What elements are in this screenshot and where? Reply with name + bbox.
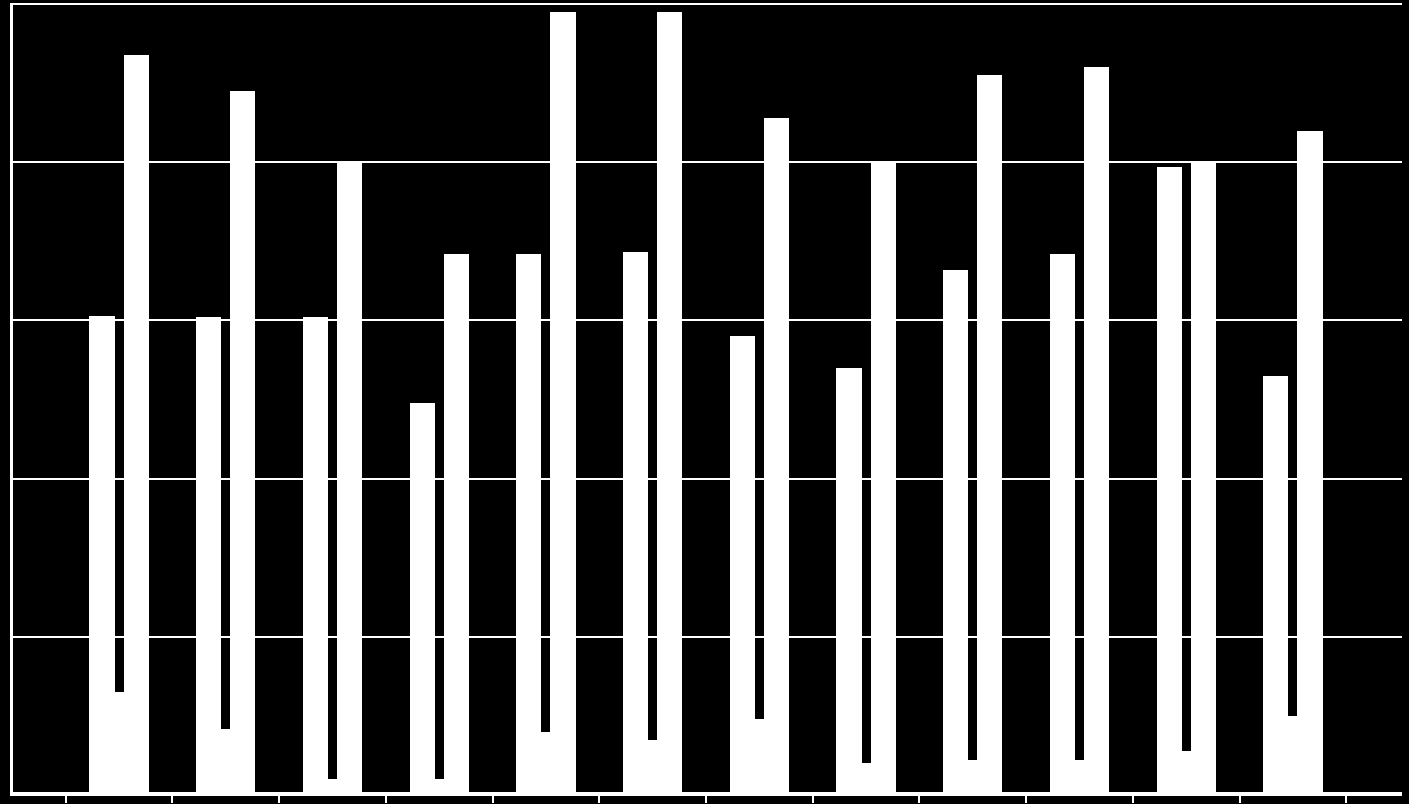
plot-area	[10, 4, 1402, 795]
x-axis-tick	[598, 795, 600, 803]
bar-series-b	[337, 162, 362, 795]
pair-connector-bar	[541, 732, 550, 795]
bar-series-a	[730, 336, 755, 795]
y-axis-line	[10, 4, 13, 795]
bar-chart	[0, 0, 1409, 804]
bar-series-b	[1191, 162, 1216, 795]
bar-series-a	[943, 270, 968, 795]
pair-connector-bar	[648, 740, 657, 795]
pair-connector-bar	[1182, 751, 1191, 795]
x-axis-tick	[278, 795, 280, 803]
bar-series-b	[444, 254, 469, 795]
pair-connector-bar	[115, 692, 124, 795]
x-axis-tick	[1345, 795, 1347, 803]
bar-series-a	[1050, 254, 1075, 795]
bar-series-a	[196, 317, 221, 795]
bar-series-b	[124, 55, 149, 795]
x-axis-tick	[1132, 795, 1134, 803]
bar-series-b	[550, 12, 575, 795]
bar-series-a	[836, 368, 861, 795]
x-axis-tick	[171, 795, 173, 803]
pair-connector-bar	[968, 760, 977, 795]
x-axis-tick	[812, 795, 814, 803]
pair-connector-bar	[1075, 760, 1084, 795]
x-axis-tick	[492, 795, 494, 803]
bar-series-a	[516, 254, 541, 795]
bar-series-a	[410, 403, 435, 795]
bar-series-b	[977, 75, 1002, 795]
bar-series-a	[303, 317, 328, 795]
bar-series-b	[1297, 131, 1322, 795]
bar-series-a	[1263, 376, 1288, 795]
gridline	[10, 3, 1402, 5]
x-axis-tick	[705, 795, 707, 803]
x-axis-tick	[1239, 795, 1241, 803]
pair-connector-bar	[862, 763, 871, 795]
bar-series-b	[764, 118, 789, 795]
x-axis-tick	[1025, 795, 1027, 803]
pair-connector-bar	[1288, 716, 1297, 795]
x-axis-tick	[918, 795, 920, 803]
bar-series-b	[657, 12, 682, 795]
pair-connector-bar	[221, 729, 230, 795]
x-axis-tick	[385, 795, 387, 803]
bar-series-a	[623, 252, 648, 795]
x-axis-tick	[65, 795, 67, 803]
bar-series-a	[1157, 167, 1182, 795]
bar-series-b	[871, 162, 896, 795]
bar-series-b	[230, 91, 255, 795]
bar-series-a	[89, 316, 114, 795]
bar-series-b	[1084, 67, 1109, 795]
pair-connector-bar	[755, 719, 764, 795]
